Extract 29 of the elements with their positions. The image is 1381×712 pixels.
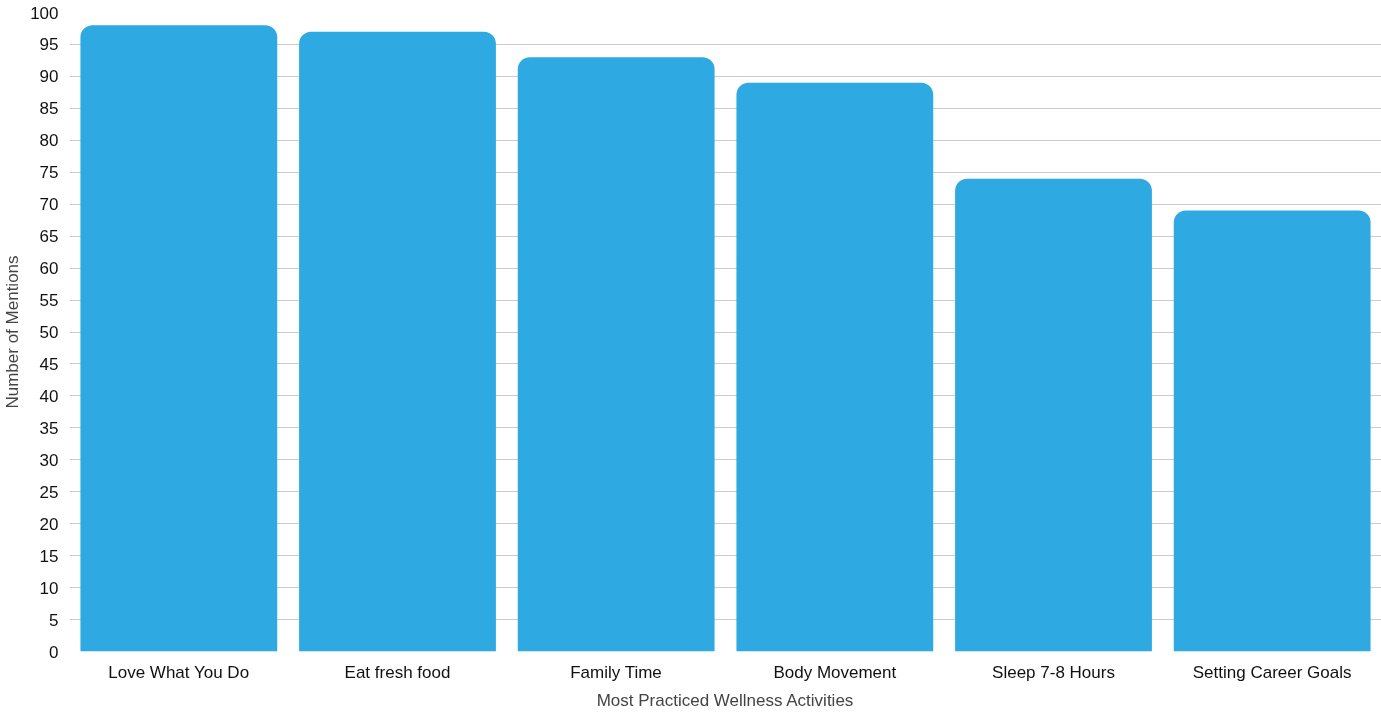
y-tick-label: 25: [39, 482, 59, 502]
x-tick-label: Family Time: [570, 662, 662, 682]
x-tick-label: Body Movement: [773, 662, 897, 682]
y-tick-label: 75: [39, 163, 59, 183]
y-tick-label: 35: [39, 418, 59, 438]
y-tick-label: 30: [39, 450, 59, 470]
y-tick-label: 0: [49, 642, 59, 662]
y-tick-label: 70: [39, 195, 59, 215]
y-tick-label: 5: [49, 610, 59, 630]
y-tick-label: 85: [39, 99, 59, 119]
y-tick-label: 65: [39, 227, 59, 247]
y-tick-label: 10: [39, 578, 59, 598]
x-tick-label: Sleep 7-8 Hours: [992, 662, 1115, 682]
x-tick-label: Eat fresh food: [344, 662, 451, 682]
x-axis-title: Most Practiced Wellness Activities: [596, 690, 854, 710]
y-tick-label: 100: [30, 3, 59, 23]
y-tick-label: 95: [39, 35, 59, 55]
x-tick-label: Setting Career Goals: [1192, 662, 1352, 682]
y-tick-label: 80: [39, 131, 59, 151]
y-tick-label: 60: [39, 259, 59, 279]
y-tick-label: 90: [39, 67, 59, 87]
y-tick-label: 50: [39, 323, 59, 342]
y-tick-label: 15: [39, 546, 59, 566]
x-tick-label: Love What You Do: [108, 662, 250, 682]
y-tick-label: 55: [39, 291, 59, 311]
y-tick-label: 45: [39, 354, 59, 374]
y-tick-label: 20: [39, 514, 59, 534]
y-tick-label: 40: [39, 386, 59, 406]
y-axis-title: Number of Mentions: [3, 255, 23, 409]
